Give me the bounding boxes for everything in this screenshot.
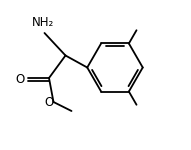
Text: NH₂: NH₂ [32, 16, 54, 29]
Text: O: O [15, 73, 24, 86]
Text: O: O [44, 96, 54, 109]
